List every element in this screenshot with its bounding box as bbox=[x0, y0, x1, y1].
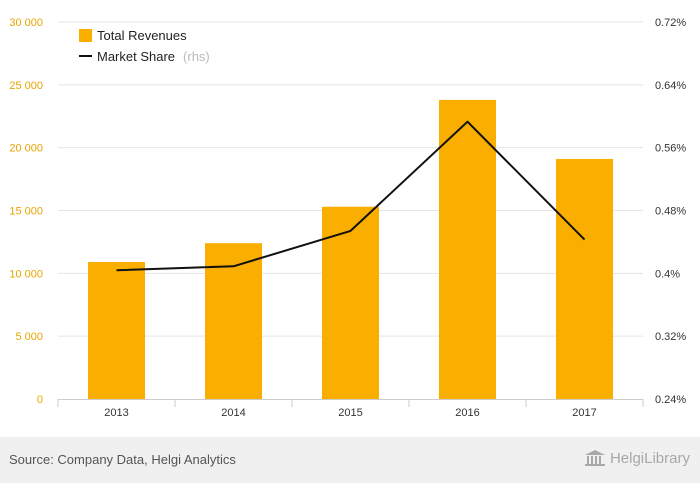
bar-series-total-revenues bbox=[88, 99, 613, 399]
right-axis-tick-labels: 0.24% 0.32% 0.4% 0.48% 0.56% 0.64% 0.72% bbox=[655, 17, 686, 406]
brand-logo: HelgiLibrary bbox=[584, 449, 690, 467]
bar-2015 bbox=[322, 206, 379, 399]
legend-label-market-share-suffix: (rhs) bbox=[183, 49, 210, 64]
right-axis-tick-label: 0.32% bbox=[655, 331, 686, 343]
left-axis-tick-label: 0 bbox=[37, 394, 43, 406]
left-axis-tick-label: 10 000 bbox=[9, 268, 43, 280]
bar-2017 bbox=[556, 158, 613, 399]
source-note: Source: Company Data, Helgi Analytics bbox=[9, 452, 236, 467]
library-building-icon bbox=[584, 450, 605, 466]
left-axis-tick-label: 25 000 bbox=[9, 80, 43, 92]
x-tick-label: 2015 bbox=[338, 407, 362, 419]
left-axis-tick-label: 30 000 bbox=[9, 17, 43, 29]
x-tick-label: 2016 bbox=[455, 407, 479, 419]
left-axis-tick-label: 15 000 bbox=[9, 206, 43, 218]
brand-name: HelgiLibrary bbox=[609, 449, 690, 467]
x-tick-label: 2017 bbox=[572, 407, 596, 419]
x-axis: 2013 2014 2015 2016 2017 bbox=[57, 399, 644, 419]
legend-swatch-total-revenues bbox=[79, 29, 92, 42]
bar-2013 bbox=[88, 262, 145, 399]
legend-label-market-share-text: Market Share bbox=[97, 49, 175, 64]
legend-label-market-share: Market Share (rhs) bbox=[97, 48, 210, 65]
left-axis-tick-label: 5 000 bbox=[15, 331, 43, 343]
x-tick-label: 2013 bbox=[104, 407, 128, 419]
line-series-market-share bbox=[116, 120, 586, 272]
left-axis-tick-label: 20 000 bbox=[9, 143, 43, 155]
right-axis-tick-label: 0.24% bbox=[655, 394, 686, 406]
right-axis-tick-label: 0.56% bbox=[655, 143, 686, 155]
bar-2014 bbox=[205, 243, 262, 399]
right-axis-tick-label: 0.64% bbox=[655, 80, 686, 92]
market-share-line bbox=[116, 120, 586, 272]
x-tick-label: 2014 bbox=[221, 407, 245, 419]
right-axis-tick-label: 0.4% bbox=[655, 268, 680, 280]
legend-label-total-revenues: Total Revenues bbox=[97, 28, 187, 43]
legend: Total Revenues Market Share (rhs) bbox=[79, 28, 210, 65]
bar-2016 bbox=[439, 99, 496, 399]
right-axis-tick-label: 0.72% bbox=[655, 17, 686, 29]
chart: 0 5 000 10 000 15 000 20 000 25 000 30 000 0.2… bbox=[9, 17, 686, 419]
left-axis-tick-labels: 0 5 000 10 000 15 000 20 000 25 000 30 000 bbox=[9, 17, 43, 406]
footer: Source: Company Data, Helgi Analytics He… bbox=[0, 437, 700, 483]
right-axis-tick-label: 0.48% bbox=[655, 206, 686, 218]
